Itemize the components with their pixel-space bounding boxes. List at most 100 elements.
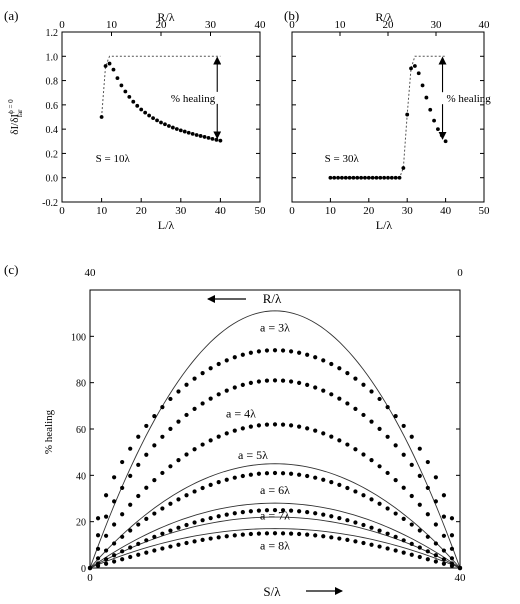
data-point (248, 472, 253, 477)
data-point (288, 531, 294, 536)
data-point (353, 520, 358, 525)
data-point (345, 537, 350, 542)
data-point (369, 542, 374, 547)
y-tick-label: 40 (76, 471, 86, 482)
curve-label: a = 7λ (260, 508, 290, 522)
panel-b-top-xlabel: R/λ (375, 10, 392, 24)
panel-c-label: (c) (4, 262, 18, 277)
top-x-tick-label: 40 (85, 267, 97, 279)
data-point (374, 175, 379, 180)
data-point (248, 350, 253, 355)
data-point (449, 516, 455, 521)
data-point (337, 536, 342, 541)
data-point (280, 348, 286, 353)
top-x-tick-label: 0 (457, 267, 463, 279)
data-point (176, 542, 181, 547)
data-point (168, 396, 173, 402)
data-point (120, 549, 125, 554)
data-point (144, 550, 149, 555)
data-point (401, 538, 406, 543)
data-point (190, 131, 195, 136)
data-point (401, 516, 406, 522)
data-point (120, 534, 125, 539)
y-tick-label: -0.2 (42, 198, 58, 209)
data-point (369, 458, 374, 463)
data-point (321, 512, 326, 517)
dashed-series-line (101, 55, 221, 118)
data-point (194, 133, 199, 137)
data-point (192, 376, 197, 381)
data-point (361, 522, 366, 528)
data-point (192, 489, 197, 494)
panel-b-chart: (b) R/λ L/λ S = 30λ % healing 0 10 20 30 40 5… (284, 8, 491, 232)
data-point (216, 361, 221, 367)
data-point (256, 471, 262, 476)
solid-curve (89, 463, 461, 569)
data-point (272, 507, 278, 513)
data-point (160, 531, 165, 536)
data-point (87, 565, 93, 571)
data-point (184, 493, 189, 498)
panel-a-chart: (a) R/λ L/λ δI/δIϕ = 0far S = 10λ % heal… (4, 8, 266, 232)
data-point (389, 175, 394, 180)
data-point (160, 470, 165, 476)
data-point (159, 120, 163, 125)
data-point (297, 531, 302, 537)
data-point (441, 548, 447, 553)
data-point (401, 485, 406, 490)
data-point (386, 175, 390, 180)
data-point (425, 549, 430, 554)
data-point (103, 514, 109, 519)
data-point (385, 434, 390, 439)
data-point (272, 422, 278, 427)
data-point (369, 525, 374, 530)
data-point (328, 175, 333, 180)
data-point (208, 438, 213, 443)
data-point (313, 511, 318, 516)
data-point (163, 122, 167, 127)
data-point (167, 124, 171, 128)
data-point (136, 522, 141, 527)
data-point (216, 535, 221, 540)
data-point (224, 388, 229, 393)
data-point (329, 514, 334, 519)
x-tick-label: 40 (215, 205, 227, 217)
data-point (256, 531, 262, 536)
data-point (144, 452, 149, 457)
curve-label: a = 3λ (260, 321, 290, 335)
y-tick-label: 0 (81, 564, 86, 575)
data-point (224, 512, 229, 517)
data-point (168, 528, 173, 533)
data-point (144, 485, 149, 490)
data-point (321, 358, 326, 363)
y-tick-label: 1.2 (46, 28, 59, 39)
data-point (143, 110, 148, 115)
data-point (385, 506, 390, 511)
data-point (424, 95, 429, 100)
data-point (192, 520, 197, 525)
data-point (417, 554, 422, 560)
data-point (103, 533, 109, 538)
data-point (353, 489, 358, 494)
data-point (433, 541, 438, 546)
data-point (272, 348, 278, 353)
data-point (343, 175, 348, 180)
data-point (192, 539, 197, 544)
data-point (425, 459, 430, 465)
data-point (144, 538, 149, 543)
solid-curve (89, 502, 461, 569)
data-point (112, 522, 117, 527)
data-point (355, 175, 360, 180)
x-tick-label: 50 (255, 205, 267, 217)
x-tick-label: 0 (289, 205, 295, 217)
data-point (112, 499, 117, 504)
data-point (337, 516, 342, 521)
data-point (401, 452, 406, 457)
data-point (152, 511, 157, 516)
data-point (120, 512, 125, 517)
data-point (345, 442, 350, 447)
data-point (176, 458, 181, 463)
top-x-tick-label: 0 (59, 19, 65, 31)
data-point (232, 385, 237, 390)
y-tick-label: 1.0 (46, 52, 59, 63)
